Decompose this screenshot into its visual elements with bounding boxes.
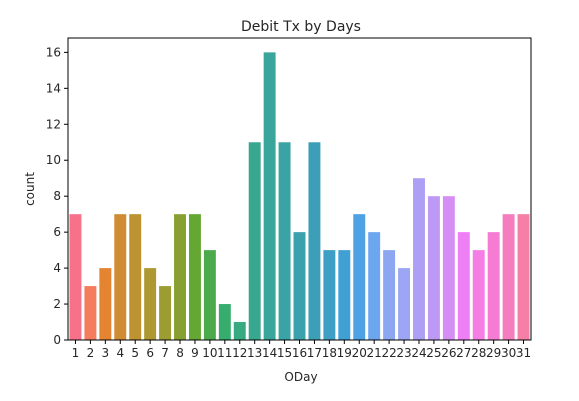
bar-day-15 (278, 142, 291, 340)
x-tick-label: 26 (441, 346, 456, 360)
y-axis-label: count (23, 172, 37, 206)
bar-day-31 (517, 214, 530, 340)
bar-day-4 (114, 214, 127, 340)
x-tick-label: 17 (307, 346, 322, 360)
chart-title: Debit Tx by Days (241, 19, 361, 35)
bar-day-27 (457, 232, 470, 340)
bar-day-3 (99, 268, 112, 340)
x-tick-label: 13 (247, 346, 262, 360)
bar-day-28 (472, 250, 485, 340)
bar-day-24 (413, 178, 425, 340)
bar-day-10 (203, 250, 216, 340)
bar-day-1 (69, 214, 82, 340)
x-tick-label: 20 (352, 346, 367, 360)
bar-day-5 (129, 214, 142, 340)
bar-day-20 (353, 214, 366, 340)
y-axis-ticks: 0 2 4 6 8 10 12 14 16 (46, 45, 68, 347)
bar-day-23 (398, 268, 411, 340)
x-tick-label: 5 (131, 346, 139, 360)
x-tick-label: 9 (191, 346, 199, 360)
x-tick-label: 7 (161, 346, 169, 360)
x-tick-label: 14 (262, 346, 277, 360)
x-tick-label: 4 (116, 346, 124, 360)
bar-day-17 (308, 142, 321, 340)
x-tick-label: 15 (277, 346, 292, 360)
y-tick-label: 2 (53, 297, 61, 311)
x-tick-label: 25 (426, 346, 441, 360)
x-tick-label: 2 (87, 346, 95, 360)
bar-day-12 (233, 322, 246, 340)
x-tick-label: 23 (396, 346, 411, 360)
y-tick-label: 0 (53, 333, 61, 347)
y-tick-label: 8 (53, 189, 61, 203)
bar-day-30 (502, 214, 515, 340)
bar-day-19 (338, 250, 351, 340)
x-axis-ticks: 1 2 3 4 5 6 7 8 9 10 11 12 13 14 15 16 17 18 19 20 21 22 23 24 2… (72, 340, 531, 360)
bar-day-8 (174, 214, 186, 340)
y-tick-label: 12 (46, 117, 61, 131)
y-tick-label: 10 (46, 153, 61, 167)
x-tick-label: 16 (292, 346, 307, 360)
x-tick-label: 29 (486, 346, 501, 360)
x-tick-label: 27 (456, 346, 471, 360)
bar-day-7 (159, 286, 172, 340)
bar-day-16 (293, 232, 306, 340)
x-tick-label: 22 (381, 346, 396, 360)
plot-frame (67, 37, 532, 341)
bar-day-22 (383, 250, 396, 340)
bar-day-13 (248, 142, 261, 340)
bar-day-21 (368, 232, 381, 340)
bars-group (69, 52, 530, 340)
bar-day-6 (144, 268, 157, 340)
y-tick-label: 16 (46, 45, 61, 59)
x-tick-label: 6 (146, 346, 154, 360)
x-tick-label: 8 (176, 346, 184, 360)
x-tick-label: 24 (411, 346, 426, 360)
x-tick-label: 28 (471, 346, 486, 360)
x-tick-label: 1 (72, 346, 80, 360)
bar-day-11 (218, 304, 231, 340)
x-tick-label: 19 (337, 346, 352, 360)
x-axis-label: ODay (284, 370, 317, 384)
x-tick-label: 3 (102, 346, 110, 360)
x-tick-label: 21 (367, 346, 382, 360)
bar-day-2 (84, 286, 97, 340)
bar-day-14 (263, 52, 276, 340)
x-tick-label: 12 (232, 346, 247, 360)
y-tick-label: 6 (53, 225, 61, 239)
bar-day-25 (427, 196, 440, 340)
x-tick-label: 30 (501, 346, 516, 360)
y-tick-label: 14 (46, 81, 61, 95)
bar-day-26 (442, 196, 455, 340)
y-tick-label: 4 (53, 261, 61, 275)
bar-day-9 (188, 214, 201, 340)
x-tick-label: 31 (516, 346, 531, 360)
x-tick-label: 18 (322, 346, 337, 360)
bar-day-29 (487, 232, 500, 340)
x-tick-label: 10 (202, 346, 217, 360)
x-tick-label: 11 (217, 346, 232, 360)
bar-day-18 (323, 250, 336, 340)
